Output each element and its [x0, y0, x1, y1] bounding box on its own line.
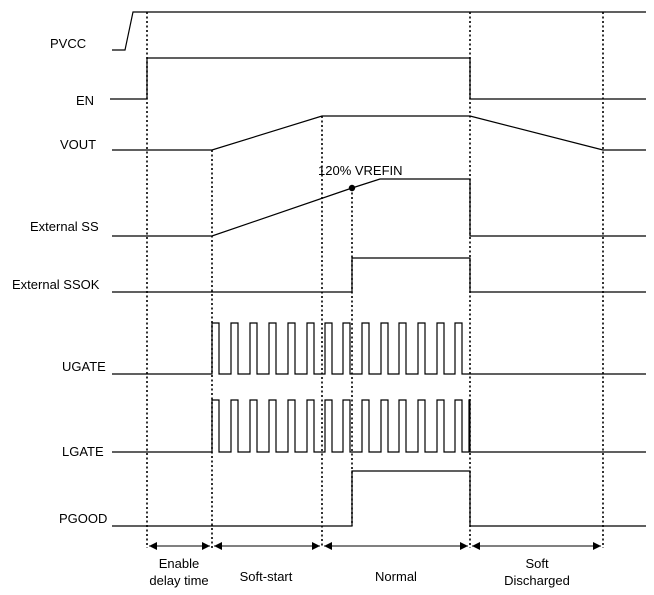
waveform-ugate — [112, 322, 646, 375]
waveform-en — [110, 57, 646, 100]
phase-arrow-enable-delay — [149, 542, 210, 550]
phase-label-enable-line1: Enable — [159, 556, 199, 571]
timing-guides — [146, 12, 604, 548]
waveform-external-ssok — [112, 257, 646, 293]
signal-label-lgate: LGATE — [62, 444, 104, 459]
waveform-pgood — [112, 470, 646, 527]
signal-label-en: EN — [76, 93, 94, 108]
phase-labels: Enable delay time Soft-start Normal Soft… — [149, 556, 570, 588]
waveform-vout — [112, 115, 646, 151]
signal-label-pvcc: PVCC — [50, 36, 86, 51]
waveforms — [110, 11, 646, 527]
phase-label-soft-line2: Discharged — [504, 573, 570, 588]
waveform-lgate — [112, 399, 646, 453]
signal-labels: PVCC EN VOUT External SS External SSOK U… — [12, 36, 107, 526]
vrefin-label: 120% VREFIN — [318, 163, 403, 178]
phase-label-normal: Normal — [375, 569, 417, 584]
signal-label-vout: VOUT — [60, 137, 96, 152]
phase-arrows — [149, 542, 601, 550]
phase-arrow-soft-start — [214, 542, 320, 550]
phase-arrow-soft-discharged — [472, 542, 601, 550]
phase-label-soft-start: Soft-start — [240, 569, 293, 584]
phase-arrow-normal — [324, 542, 468, 550]
waveform-external-ss — [112, 178, 646, 237]
vrefin-annotation: 120% VREFIN — [318, 163, 403, 192]
signal-label-external-ss: External SS — [30, 219, 99, 234]
signal-label-external-ssok: External SSOK — [12, 277, 100, 292]
vrefin-marker-dot — [348, 184, 356, 192]
phase-label-soft-line1: Soft — [525, 556, 549, 571]
waveform-pvcc — [112, 11, 646, 51]
signal-label-pgood: PGOOD — [59, 511, 107, 526]
signal-label-ugate: UGATE — [62, 359, 106, 374]
phase-label-enable-line2: delay time — [149, 573, 208, 588]
